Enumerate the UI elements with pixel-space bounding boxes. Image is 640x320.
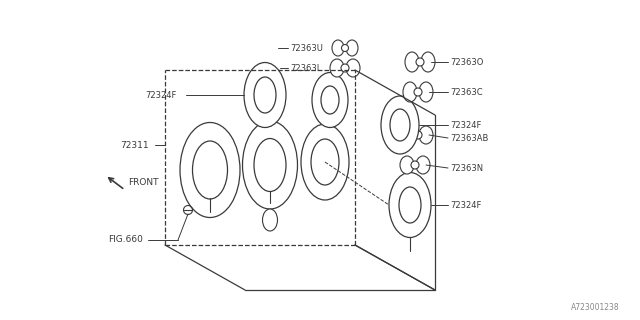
Ellipse shape xyxy=(389,172,431,237)
Ellipse shape xyxy=(405,52,419,72)
Text: 72324F: 72324F xyxy=(450,121,481,130)
Ellipse shape xyxy=(332,40,344,56)
Text: 72363I: 72363I xyxy=(290,63,319,73)
Text: 72363N: 72363N xyxy=(450,164,483,172)
Text: 72363AB: 72363AB xyxy=(450,133,488,142)
Text: 72324F: 72324F xyxy=(145,91,177,100)
Ellipse shape xyxy=(254,139,286,191)
Ellipse shape xyxy=(419,82,433,102)
Ellipse shape xyxy=(262,209,278,231)
Ellipse shape xyxy=(403,126,417,144)
Ellipse shape xyxy=(414,131,422,139)
Ellipse shape xyxy=(416,156,430,174)
Ellipse shape xyxy=(254,77,276,113)
Text: A723001238: A723001238 xyxy=(572,303,620,312)
Text: FRONT: FRONT xyxy=(128,178,159,187)
Ellipse shape xyxy=(381,96,419,154)
Ellipse shape xyxy=(244,62,286,127)
Ellipse shape xyxy=(419,126,433,144)
Ellipse shape xyxy=(180,123,240,218)
Ellipse shape xyxy=(342,44,349,52)
Ellipse shape xyxy=(346,59,360,77)
Ellipse shape xyxy=(416,58,424,66)
Ellipse shape xyxy=(321,86,339,114)
Ellipse shape xyxy=(312,73,348,127)
Ellipse shape xyxy=(399,187,421,223)
Ellipse shape xyxy=(311,139,339,185)
Ellipse shape xyxy=(341,64,349,72)
Ellipse shape xyxy=(193,141,227,199)
Ellipse shape xyxy=(411,161,419,169)
Ellipse shape xyxy=(346,40,358,56)
Text: FIG.660: FIG.660 xyxy=(108,236,143,244)
Ellipse shape xyxy=(330,59,344,77)
Text: 72363U: 72363U xyxy=(290,44,323,52)
Text: 72324F: 72324F xyxy=(450,201,481,210)
Ellipse shape xyxy=(414,88,422,96)
Ellipse shape xyxy=(403,82,417,102)
Text: 72311: 72311 xyxy=(120,140,148,149)
Ellipse shape xyxy=(243,121,298,209)
Text: 72363C: 72363C xyxy=(450,87,483,97)
Text: 72363O: 72363O xyxy=(450,58,483,67)
Ellipse shape xyxy=(421,52,435,72)
Ellipse shape xyxy=(390,109,410,141)
Ellipse shape xyxy=(400,156,414,174)
Ellipse shape xyxy=(301,124,349,200)
